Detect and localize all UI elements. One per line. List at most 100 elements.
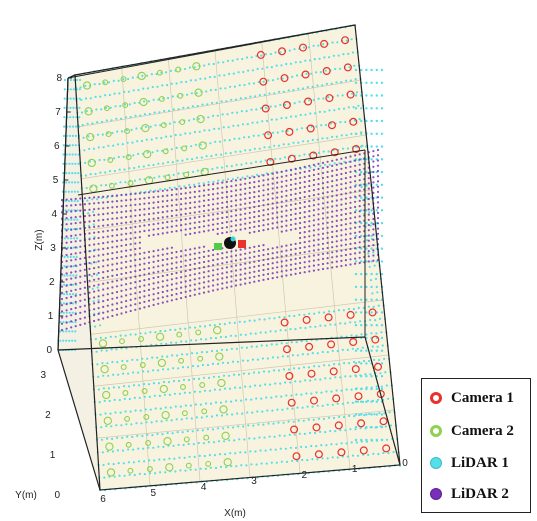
lidar-1-point	[276, 77, 279, 80]
lidar-2-point	[317, 228, 320, 231]
lidar-1-point	[370, 68, 373, 72]
lidar-2-point	[120, 306, 123, 309]
lidar-2-point	[289, 178, 293, 181]
lidar-1-point	[320, 391, 323, 394]
lidar-2-point	[221, 231, 224, 235]
lidar-2-point	[180, 291, 183, 294]
lidar-1-point	[216, 362, 220, 365]
lidar-2-point	[134, 198, 137, 201]
lidar-1-point	[254, 160, 258, 163]
lidar-1-point	[255, 345, 258, 348]
lidar-1-point	[319, 324, 322, 327]
lidar-2-point	[216, 222, 219, 225]
lidar-2-point	[74, 240, 77, 243]
lidar-2-point	[111, 292, 114, 295]
lidar-1-point	[323, 311, 326, 314]
lidar-1-point	[176, 431, 179, 434]
lidar-1-point	[72, 274, 75, 277]
lidar-2-point	[221, 201, 224, 204]
lidar-2-point	[294, 212, 297, 215]
lidar-1-point	[308, 312, 311, 315]
lidar-1-point	[218, 140, 222, 143]
lidar-2-point	[175, 271, 178, 275]
lidar-1-point	[360, 375, 363, 378]
lidar-1-point	[261, 67, 264, 70]
lidar-1-point	[62, 330, 65, 333]
lidar-1-point	[375, 387, 378, 391]
lidar-2-point	[65, 315, 68, 318]
lidar-1-point	[76, 199, 79, 203]
lidar-1-point	[177, 367, 180, 370]
lidar-1-point	[177, 108, 180, 111]
z-tick-label: 2	[49, 277, 55, 288]
lidar-2-point	[349, 160, 352, 163]
lidar-2-point	[335, 240, 338, 243]
lidar-1-point	[375, 426, 378, 429]
lidar-1-point	[291, 75, 294, 78]
lidar-1-point	[374, 277, 378, 280]
lidar-2-point	[267, 277, 270, 281]
lidar-2-point	[299, 206, 302, 210]
lidar-1-point	[184, 469, 187, 472]
lidar-1-point	[307, 46, 310, 49]
lidar-1-point	[255, 108, 258, 111]
lidar-1-point	[306, 405, 309, 408]
camera-2-point	[138, 336, 145, 342]
lidar-1-point	[101, 133, 104, 136]
camera-2-point	[100, 365, 109, 374]
lidar-2-point	[79, 227, 82, 230]
lidar-1-point	[242, 372, 246, 375]
lidar-2-point	[111, 269, 114, 272]
lidar-1-point	[181, 431, 184, 434]
lidar-1-point	[385, 384, 388, 387]
lidar-2-point	[65, 241, 68, 244]
lidar-2-point	[212, 198, 215, 201]
lidar-1-point	[241, 412, 244, 415]
lidar-1-point	[84, 161, 87, 164]
lidar-2-point	[97, 225, 100, 228]
lidar-2-point	[248, 256, 251, 259]
lidar-1-point	[105, 119, 108, 122]
lidar-2-point	[143, 279, 146, 282]
lidar-2-point	[216, 278, 219, 281]
lidar-1-point	[380, 426, 384, 429]
lidar-1-point	[344, 120, 347, 124]
lidar-2-point	[97, 289, 100, 292]
lidar-1-point	[119, 411, 122, 414]
lidar-1-point	[278, 434, 281, 437]
lidar-1-point	[380, 234, 384, 238]
lidar-1-point	[178, 185, 181, 188]
lidar-2-point	[280, 175, 283, 178]
camera-2-point	[179, 119, 186, 126]
lidar-1-point	[271, 131, 275, 134]
lidar-2-point	[202, 266, 206, 269]
lidar-2-point	[276, 261, 279, 264]
lidar-2-point	[335, 158, 338, 161]
lidar-1-point	[75, 125, 78, 128]
lidar-1-point	[370, 247, 373, 250]
lidar-1-point	[208, 389, 212, 392]
lidar-1-point	[96, 133, 100, 136]
lidar-2-point	[372, 186, 375, 189]
lidar-2-point	[308, 205, 311, 208]
lidar-1-point	[268, 92, 271, 95]
lidar-1-point	[306, 140, 310, 143]
lidar-2-point	[166, 215, 169, 218]
lidar-1-point	[354, 78, 357, 81]
lidar-1-point	[216, 427, 220, 430]
lidar-1-point	[224, 335, 227, 339]
lidar-1-point	[169, 135, 172, 138]
lidar-2-point	[129, 232, 132, 235]
lidar-1-point	[117, 462, 120, 465]
lidar-1-point	[71, 339, 74, 342]
lidar-2-point	[326, 175, 329, 179]
lidar-1-point	[154, 331, 157, 334]
lidar-2-point	[257, 279, 260, 282]
lidar-1-point	[225, 165, 229, 168]
lidar-1-point	[198, 454, 201, 457]
lidar-1-point	[211, 101, 214, 105]
camera-1-point	[261, 104, 270, 113]
lidar-2-point	[276, 186, 279, 189]
lidar-2-point	[138, 258, 141, 261]
lidar-2-point	[367, 187, 370, 190]
